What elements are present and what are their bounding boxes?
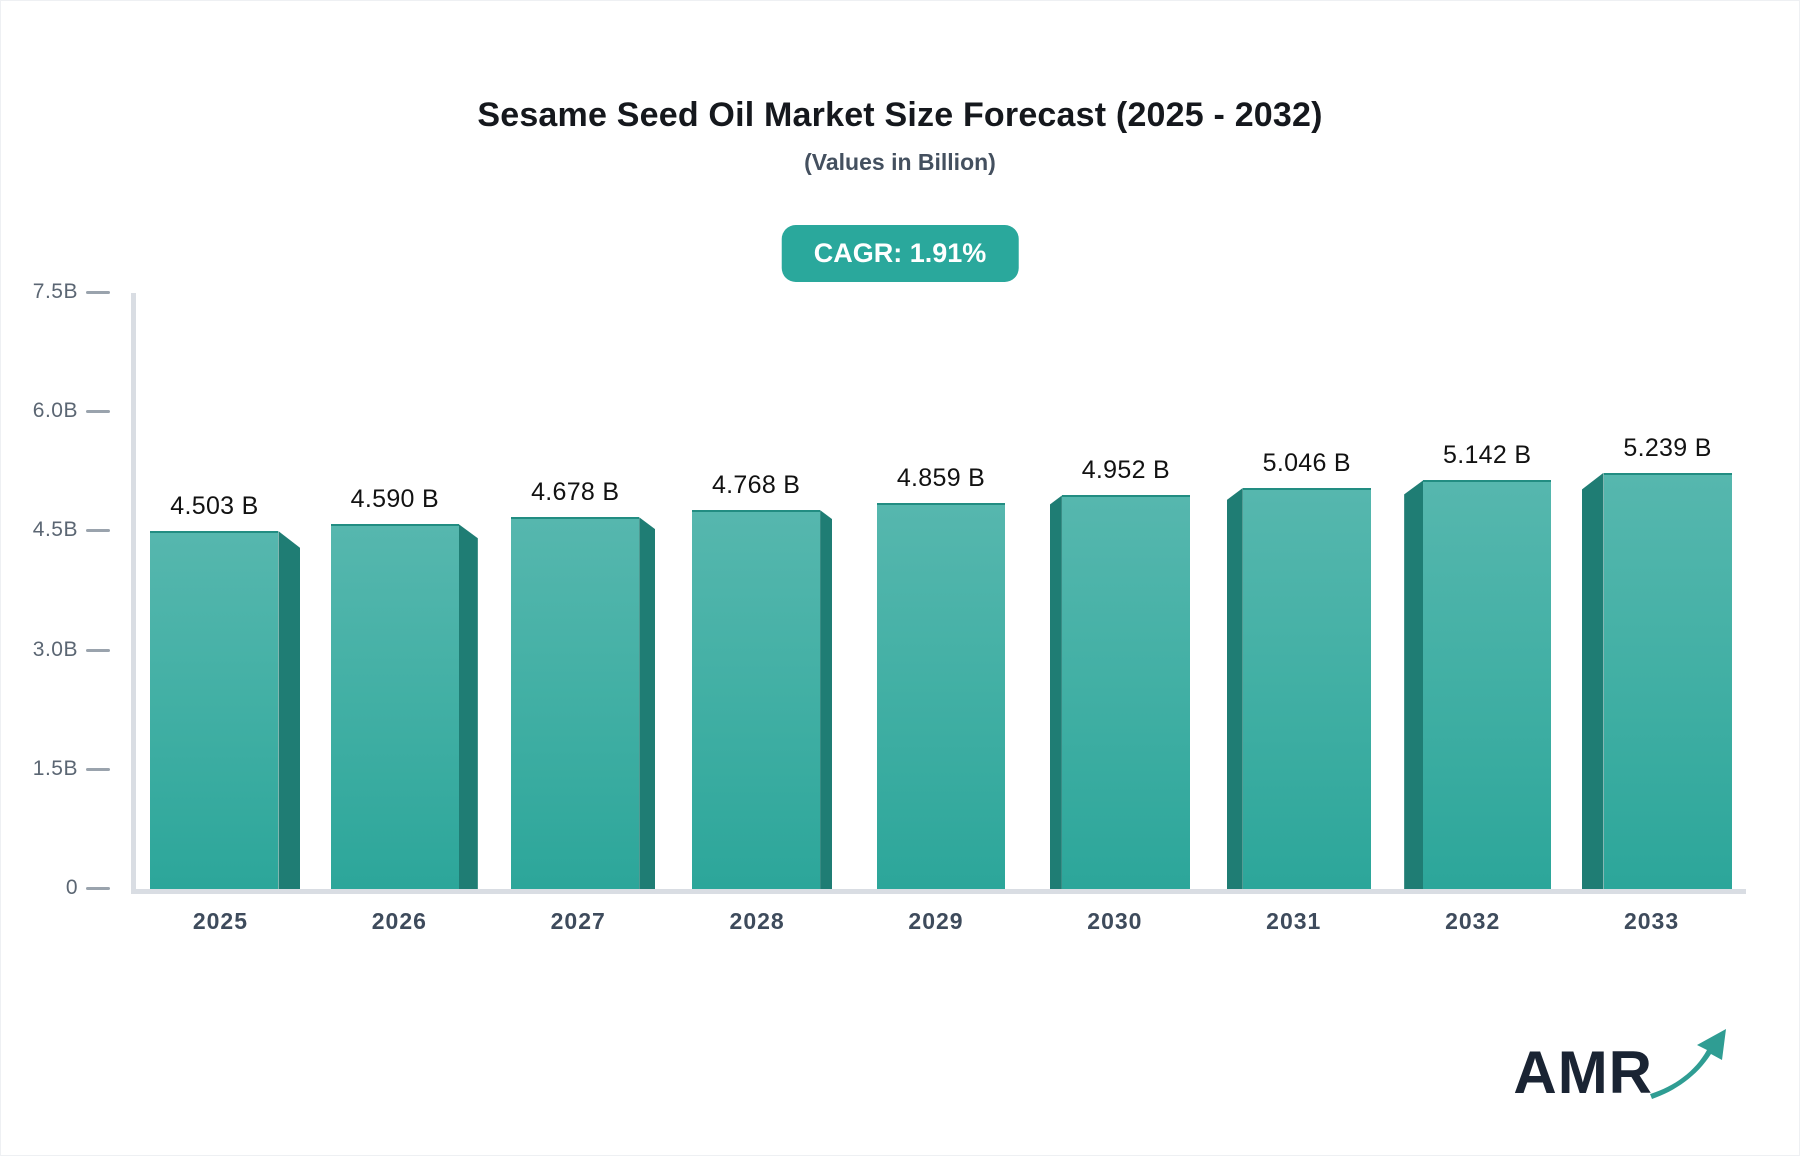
x-tick-label: 2032 [1445, 908, 1501, 934]
bar-2029: 4.859 B [877, 464, 1005, 889]
tick-mark [86, 767, 110, 771]
bar-side-shadow [1404, 480, 1424, 889]
chart-subtitle: (Values in Billion) [804, 149, 996, 175]
bar-side-shadow [1049, 495, 1062, 889]
bar-2025: 4.503 B [150, 492, 301, 889]
y-tick-label: 3.0B [32, 637, 78, 661]
bar-value-label: 4.503 B [170, 492, 259, 521]
bar-face [692, 510, 821, 889]
bar-face [1242, 488, 1371, 889]
y-tick-label: 6.0B [32, 399, 78, 423]
y-tick-label: 1.5B [32, 756, 78, 780]
bar-side-shadow [1581, 472, 1604, 889]
bar-2033: 5.239 B [1581, 434, 1732, 889]
brand-logo: AMR [1513, 1029, 1731, 1107]
y-tick-label: 7.5B [32, 280, 78, 303]
bar-side-shadow [639, 517, 656, 889]
x-tick-label: 2031 [1266, 908, 1322, 934]
bar-value-label: 5.046 B [1262, 449, 1351, 478]
bar-side-shadow [458, 524, 478, 889]
bar-value-label: 4.952 B [1081, 456, 1171, 485]
bar-value-label: 5.142 B [1443, 441, 1532, 470]
x-tick-label: 2029 [908, 908, 964, 934]
bar-2031: 5.046 B [1226, 449, 1371, 889]
x-tick-label: 2033 [1623, 908, 1680, 934]
bar-value-label: 4.768 B [711, 471, 801, 500]
bar-face [1061, 495, 1190, 889]
logo-text: AMR [1513, 1038, 1653, 1106]
bar-2027: 4.678 B [511, 478, 656, 889]
x-tick-label: 2025 [192, 908, 249, 934]
bar-face [877, 502, 1005, 889]
bar-face [150, 531, 279, 889]
x-axis-labels: 2025 2026 2027 2028 2029 2030 2031 2032 2033 [131, 908, 1741, 948]
tick-mark [86, 887, 110, 890]
y-tick-label: 4.5B [32, 518, 78, 542]
bar-value-label: 4.859 B [896, 463, 986, 492]
bar-2032: 5.142 B [1404, 441, 1552, 889]
bar-face [1423, 480, 1552, 889]
cagr-badge: CAGR: 1.91% [781, 225, 1019, 282]
bar-face [330, 524, 459, 889]
bar-face [1603, 472, 1732, 889]
y-tick-label: 0 [65, 876, 78, 899]
bar-side-shadow [1226, 488, 1243, 889]
bar-value-label: 4.678 B [531, 478, 620, 507]
tick-mark [86, 291, 110, 294]
bar-value-label: 4.590 B [350, 485, 439, 514]
bar-value-label: 5.239 B [1623, 433, 1712, 462]
plot-area: 7.5B 6.0B 4.5B 3.0B 1.5B 0 4.503 B 4.590 B 4.678… [33, 280, 1746, 899]
chart-title: Sesame Seed Oil Market Size Forecast (20… [477, 96, 1323, 134]
bar-side-shadow [820, 510, 833, 889]
tick-mark [86, 529, 110, 533]
x-tick-label: 2026 [371, 908, 427, 934]
tick-mark [86, 648, 110, 652]
bar-side-shadow [278, 531, 301, 889]
x-tick-label: 2030 [1087, 908, 1143, 934]
x-tick-label: 2027 [550, 908, 606, 934]
bar-2030: 4.952 B [1049, 456, 1190, 889]
bar-2028: 4.768 B [692, 471, 833, 889]
trend-up-arrow-icon [1647, 1024, 1731, 1107]
tick-mark [86, 410, 110, 414]
bar-2026: 4.590 B [330, 485, 478, 889]
x-tick-label: 2028 [729, 908, 785, 934]
bar-face [511, 517, 640, 889]
